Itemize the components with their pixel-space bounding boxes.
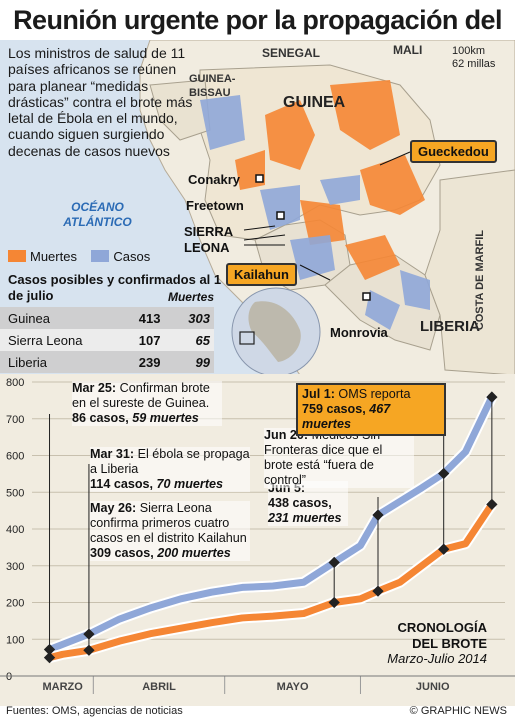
chart-title: CRONOLOGÍA DEL BROTE (397, 620, 487, 651)
annotation-may26: May 26: Sierra Leona confirma primeros c… (90, 501, 250, 561)
annotation-cases: 438 casos, (268, 496, 332, 510)
annotation-deaths: 231 muertes (268, 511, 342, 525)
month-label: JUNIO (416, 681, 450, 693)
row-country: Guinea (0, 307, 117, 329)
data-point-marker (438, 543, 450, 555)
y-tick-label: 500 (6, 487, 24, 499)
y-tick-label: 800 (6, 377, 24, 389)
locator-globe (231, 287, 321, 375)
intro-text: Los ministros de salud de 11 países afri… (8, 45, 193, 159)
month-label: ABRIL (142, 681, 176, 693)
callout-gueckedou: Gueckedou (410, 140, 497, 163)
chart-title-block: CRONOLOGÍA DEL BROTE Marzo-Julio 2014 (387, 620, 487, 667)
data-point-marker (83, 644, 95, 656)
annotation-mar31: Mar 31: El ébola se propaga a Liberia 11… (90, 447, 250, 492)
annotation-date: Mar 25: (72, 381, 117, 395)
scale-km: 100km (452, 45, 486, 57)
legend-deaths-label: Muertes (30, 249, 77, 264)
row-cases: 413 (116, 307, 167, 329)
deaths-regions (235, 80, 425, 280)
monrovia-marker (362, 292, 371, 301)
table-deaths-header: Muertes (167, 290, 214, 304)
annotation-text: Confirman brote en el sureste de Guinea. (72, 381, 210, 410)
cases-table: Guinea 413 303 Sierra Leona 107 65 Liber… (0, 307, 214, 373)
city-freetown: Freetown (186, 198, 244, 213)
legend-cases-swatch (91, 250, 110, 262)
annotation-date: Mar 31: (90, 447, 135, 461)
y-tick-label: 600 (6, 451, 24, 463)
annotation-jul1: Jul 1: OMS reporta 759 casos, 467 muerte… (296, 383, 446, 436)
map-label-guinea: GUINEA (283, 94, 346, 111)
annotation-cases: 759 casos, (302, 402, 366, 416)
map-label-sierra-leona: SIERRA LEONA (184, 224, 233, 255)
page-title: Reunión urgente por la propagación del É… (13, 5, 502, 75)
y-tick-label: 400 (6, 524, 24, 536)
table-row: Liberia 239 99 (0, 351, 214, 373)
month-label: MARZO (42, 681, 83, 693)
annotation-text: Médicos Sin Fronteras dice que el brote … (264, 428, 383, 487)
x-axis: MARZO ABRIL MAYO JUNIO (0, 675, 515, 694)
y-tick-label: 700 (6, 414, 24, 426)
footer-credit: © GRAPHIC NEWS (409, 705, 507, 717)
row-deaths: 303 (166, 307, 214, 329)
map-label-mali: MALI (393, 43, 423, 57)
table-title: Casos posibles y confirmados al 1 de jul… (8, 272, 222, 303)
map-label-costa-de-marfil: COSTA DE MARFIL (474, 230, 486, 331)
map-label-senegal: SENEGAL (262, 46, 321, 60)
legend-deaths-swatch (8, 250, 26, 262)
row-country: Sierra Leona (0, 329, 117, 351)
row-cases: 107 (116, 329, 167, 351)
table-row: Sierra Leona 107 65 (0, 329, 214, 351)
table-row: Guinea 413 303 (0, 307, 214, 329)
month-label: MAYO (277, 681, 309, 693)
y-tick-label: 100 (6, 634, 24, 646)
annotation-date: May 26: (90, 501, 137, 515)
annotation-deaths: 467 muertes (302, 402, 391, 431)
map-scale: 100km 62 millas (452, 45, 495, 71)
annotation-leaders (49, 394, 493, 658)
series-line-muertes (48, 502, 495, 662)
annotation-date: Jul 1: (302, 387, 335, 401)
footer-sources: Fuentes: OMS, agencias de noticias (6, 705, 183, 717)
annotation-text: El ébola se propaga a Liberia (90, 447, 250, 476)
guinea-bissau-area (149, 79, 211, 141)
freetown-marker (276, 211, 285, 220)
conakry-marker (255, 174, 264, 183)
map-label-guinea-bissau: GUINEA-BISSAU (189, 73, 236, 99)
row-deaths: 65 (166, 329, 214, 351)
annotation-mar25: Mar 25: Confirman brote en el sureste de… (72, 381, 222, 426)
row-country: Liberia (0, 351, 117, 373)
chart-subtitle: Marzo-Julio 2014 (387, 651, 487, 666)
y-tick-label: 200 (6, 598, 24, 610)
annotation-text: OMS reporta (338, 387, 411, 401)
annotation-jun20: Jun 20: Médicos Sin Fronteras dice que e… (264, 428, 414, 488)
annotation-deaths: 70 muertes (156, 477, 224, 491)
scale-miles: 62 millas (452, 58, 496, 70)
annotation-text: Sierra Leona confirma primeros cuatro ca… (90, 501, 247, 545)
row-cases: 239 (116, 351, 167, 373)
chart-series (43, 391, 498, 664)
legend: Muertes Casos (8, 249, 150, 264)
cases-regions (200, 95, 430, 330)
cote-divoire-area (424, 169, 515, 375)
map-label-ocean: OCÉANO ATLÁNTICO (63, 200, 132, 229)
series-line-casos (48, 395, 496, 653)
y-tick-label: 300 (6, 561, 24, 573)
annotation-deaths: 59 muertes (132, 411, 199, 425)
annotation-cases: 114 casos, (90, 477, 154, 491)
row-deaths: 99 (166, 351, 214, 373)
city-monrovia: Monrovia (330, 325, 388, 340)
map-label-liberia: LIBERIA (420, 318, 480, 335)
city-conakry: Conakry (188, 172, 241, 187)
callout-kailahun: Kailahun (226, 263, 297, 286)
y-axis: 0 100 200 300 400 500 600 700 800 (6, 377, 24, 683)
y-tick-label: 0 (6, 671, 12, 683)
annotation-cases: 309 casos, (90, 546, 154, 560)
region-map (0, 40, 515, 375)
annotation-deaths: 200 muertes (157, 546, 231, 560)
legend-cases-label: Casos (113, 249, 151, 264)
annotation-cases: 86 casos, (72, 411, 129, 425)
